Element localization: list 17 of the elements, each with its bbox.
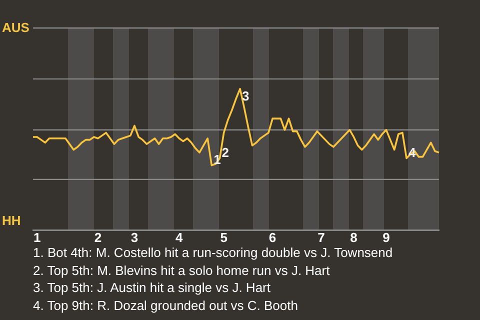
text: 2. Top 5th: M. Blevins hit a solo home run vs J. Hart [33, 262, 331, 279]
x-tick-label: 9 [382, 230, 390, 245]
annotation: 3 [242, 88, 250, 104]
x-tick-label: 4 [176, 230, 184, 245]
x-tick-label: 1 [33, 230, 41, 245]
x-tick-label: 5 [220, 230, 228, 245]
x-tick-label: 6 [268, 230, 276, 245]
text: 4. Top 9th: R. Dozal grounded out vs C. Booth [33, 296, 299, 314]
x-tick-label: 8 [350, 230, 358, 245]
text: AUS [2, 20, 30, 35]
annotation: 2 [222, 144, 229, 160]
x-tick-label: 3 [130, 230, 138, 245]
x-tick-label: 2 [94, 230, 102, 245]
x-tick-label: 7 [318, 230, 325, 245]
text: HH [2, 213, 21, 228]
text: 1. Bot 4th: M. Costello hit a run-scoring double vs J. Townsend [33, 244, 393, 262]
text: 3. Top 5th: J. Austin hit a single vs J. Hart [33, 279, 272, 296]
